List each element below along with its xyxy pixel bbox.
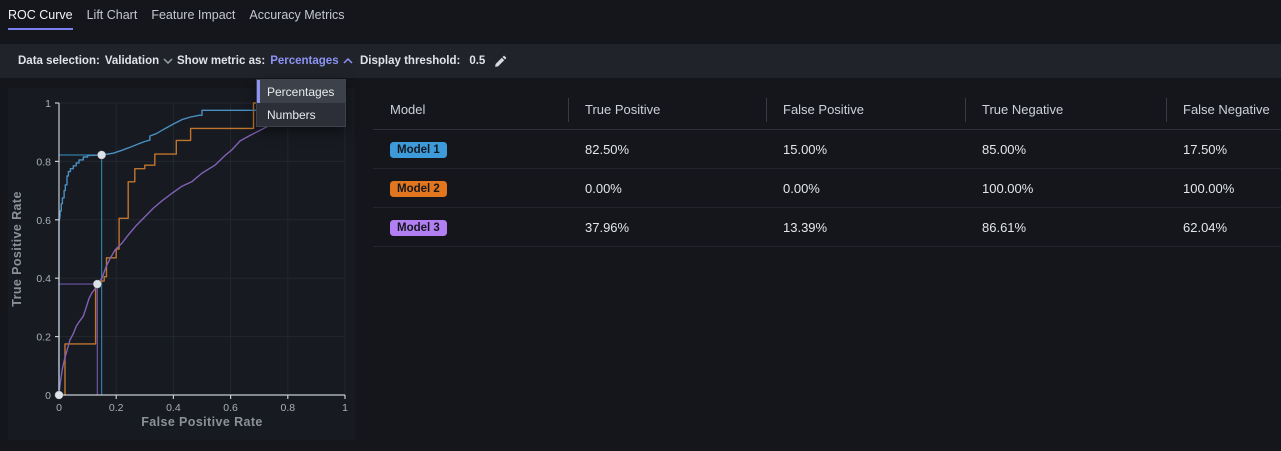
cell-false-positive: 0.00% xyxy=(783,180,820,196)
display-threshold-control: Display threshold: 0.5 xyxy=(360,44,507,78)
model-1-badge: Model 1 xyxy=(390,141,447,158)
svg-text:0.8: 0.8 xyxy=(36,156,51,168)
model-3-badge: Model 3 xyxy=(390,219,447,236)
show-metric-menu: Percentages Numbers xyxy=(256,79,346,127)
display-threshold-value: 0.5 xyxy=(469,55,486,67)
svg-text:0.2: 0.2 xyxy=(36,332,51,344)
svg-text:0.4: 0.4 xyxy=(166,402,181,414)
table-header: Model True Positive False Positive True … xyxy=(373,90,1281,130)
show-metric-value: Percentages xyxy=(270,55,339,67)
chart-toolbar: Data selection: Validation Show metric a… xyxy=(0,44,1281,78)
tab-lift-chart[interactable]: Lift Chart xyxy=(87,0,138,30)
tab-label: Feature Impact xyxy=(151,7,236,22)
show-metric-label: Show metric as: xyxy=(177,55,266,67)
column-header-true-negative: True Negative xyxy=(965,90,1166,129)
column-header-model: Model xyxy=(390,102,426,117)
model-2-badge: Model 2 xyxy=(390,180,447,197)
svg-text:0.4: 0.4 xyxy=(36,273,51,285)
svg-text:0: 0 xyxy=(56,402,62,414)
cell-false-negative: 100.00% xyxy=(1183,180,1235,196)
cell-false-negative: 62.04% xyxy=(1183,219,1228,235)
menu-item-label: Numbers xyxy=(267,107,316,122)
cell-true-positive: 82.50% xyxy=(585,141,630,157)
table-row-model-3[interactable]: Model 3 37.96% 13.39% 86.61% 62.04% xyxy=(373,208,1281,247)
tab-feature-impact[interactable]: Feature Impact xyxy=(151,0,235,30)
column-header-false-negative: False Negative xyxy=(1166,90,1281,129)
cell-true-negative: 86.61% xyxy=(982,219,1027,235)
cell-true-negative: 100.00% xyxy=(982,180,1034,196)
svg-text:False Positive Rate: False Positive Rate xyxy=(141,415,263,429)
svg-text:0.6: 0.6 xyxy=(36,215,51,227)
show-metric-dropdown[interactable]: Show metric as: Percentages xyxy=(177,44,353,78)
cell-false-positive: 15.00% xyxy=(783,141,828,157)
svg-text:0: 0 xyxy=(45,390,51,402)
roc-chart-panel: 0 0.2 0.4 0.6 0.8 1 0 0.2 0.4 0.6 0.8 1 False Positi… xyxy=(8,88,355,440)
chevron-up-icon xyxy=(343,58,353,64)
cell-false-positive: 13.39% xyxy=(783,219,828,235)
tab-bar: ROC Curve Lift Chart Feature Impact Accu… xyxy=(0,0,1281,30)
svg-text:0.8: 0.8 xyxy=(280,402,295,414)
cell-true-positive: 0.00% xyxy=(585,180,622,196)
tab-accuracy-metrics[interactable]: Accuracy Metrics xyxy=(249,0,344,30)
cell-true-positive: 37.96% xyxy=(585,219,630,235)
tab-roc-curve[interactable]: ROC Curve xyxy=(8,0,73,30)
data-selection-value: Validation xyxy=(104,55,160,67)
cell-true-negative: 85.00% xyxy=(982,141,1027,157)
menu-item-label: Percentages xyxy=(267,84,335,99)
chevron-down-icon xyxy=(163,58,173,64)
svg-text:0.6: 0.6 xyxy=(223,402,238,414)
data-selection-dropdown[interactable]: Data selection: Validation xyxy=(18,44,173,78)
roc-chart-svg[interactable]: 0 0.2 0.4 0.6 0.8 1 0 0.2 0.4 0.6 0.8 1 False Positi… xyxy=(8,88,355,440)
svg-text:1: 1 xyxy=(342,402,348,414)
cell-false-negative: 17.50% xyxy=(1183,141,1228,157)
svg-text:True Positive Rate: True Positive Rate xyxy=(10,191,24,307)
table-row-model-1[interactable]: Model 1 82.50% 15.00% 85.00% 17.50% xyxy=(373,130,1281,169)
tab-label: Lift Chart xyxy=(86,7,138,22)
tab-label: Accuracy Metrics xyxy=(249,7,345,22)
menu-item-numbers[interactable]: Numbers xyxy=(257,103,345,126)
table-row-model-2[interactable]: Model 2 0.00% 0.00% 100.00% 100.00% xyxy=(373,169,1281,208)
edit-pencil-icon[interactable] xyxy=(494,55,507,68)
tab-label: ROC Curve xyxy=(8,7,73,22)
svg-text:1: 1 xyxy=(45,98,51,110)
data-selection-label: Data selection: xyxy=(18,55,100,67)
menu-item-percentages[interactable]: Percentages xyxy=(257,80,345,103)
column-header-false-positive: False Positive xyxy=(766,90,965,129)
svg-text:0.2: 0.2 xyxy=(109,402,124,414)
display-threshold-label: Display threshold: xyxy=(360,55,461,67)
metrics-table: Model True Positive False Positive True … xyxy=(373,90,1281,249)
column-header-true-positive: True Positive xyxy=(568,90,766,129)
